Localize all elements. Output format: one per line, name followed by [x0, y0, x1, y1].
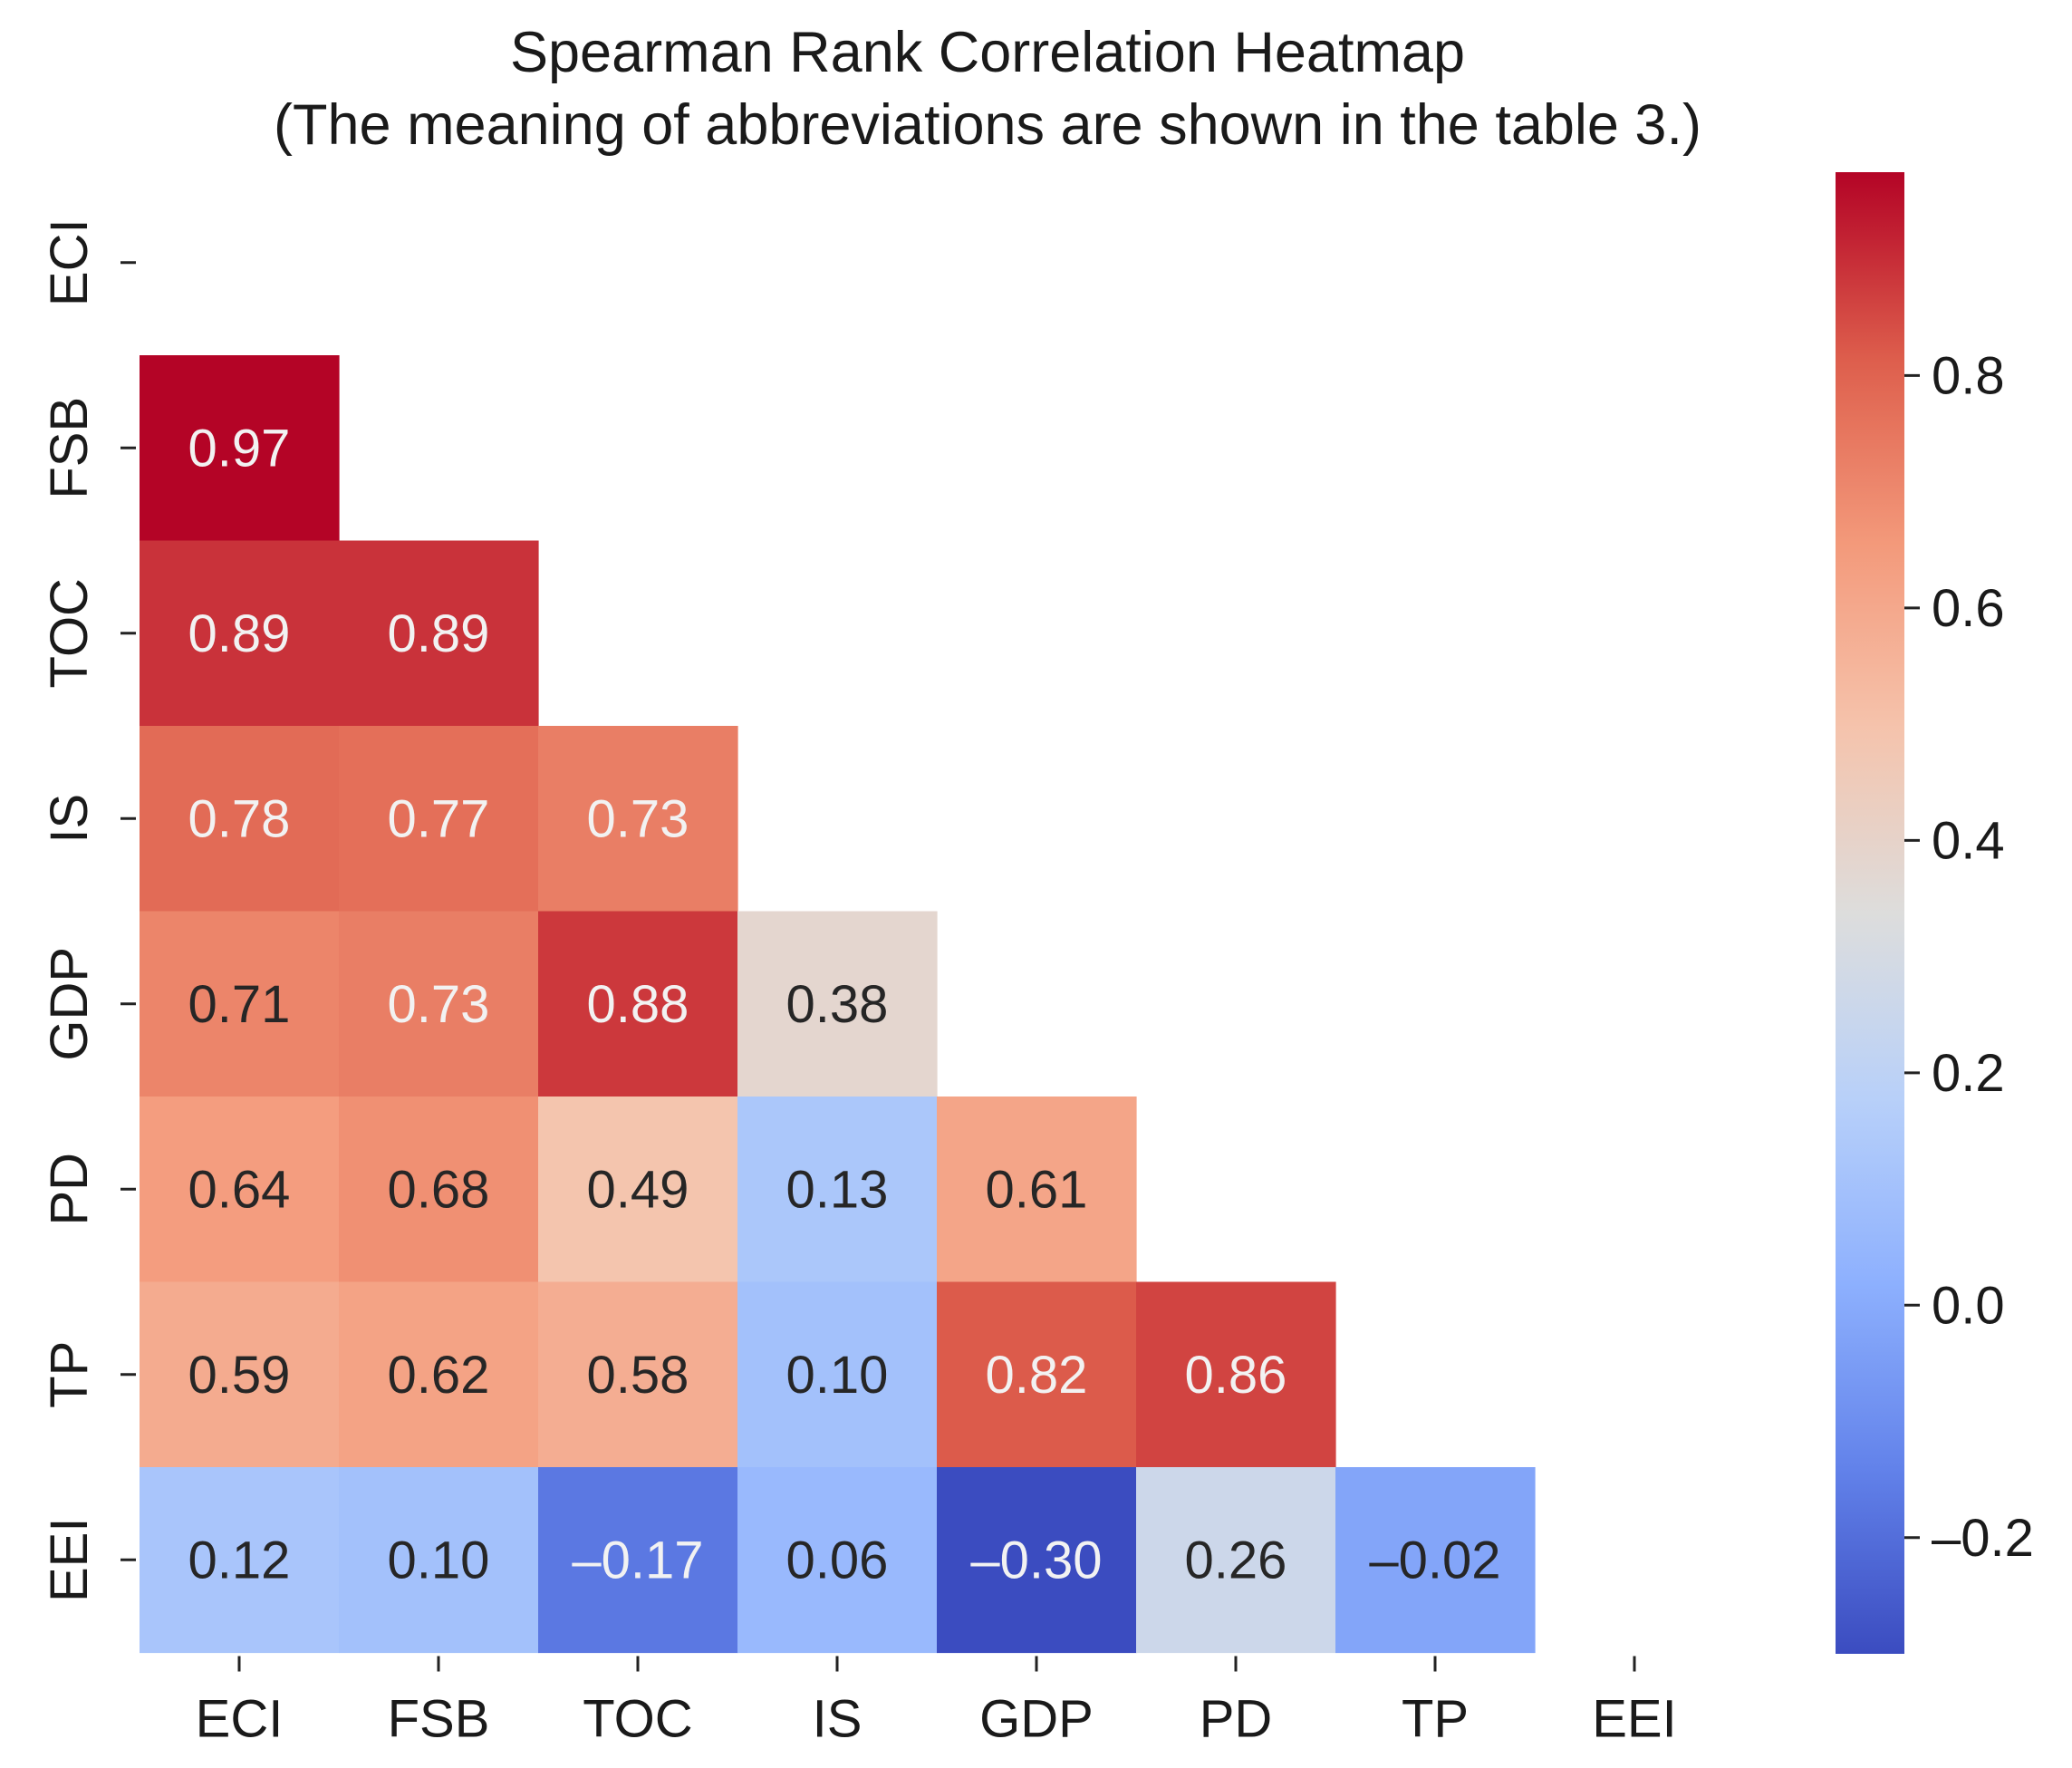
heatmap-cell-gdp-toc	[538, 911, 738, 1097]
x-tick-label-eci: ECI	[196, 1690, 284, 1749]
y-tick-label-pd: PD	[40, 1153, 99, 1226]
colorbar-tick-label: 0.4	[1932, 811, 2005, 870]
x-tick-label-toc: TOC	[583, 1690, 692, 1749]
cell-label-tp-toc: 0.58	[587, 1346, 689, 1405]
cell-label-is-toc: 0.73	[587, 789, 689, 848]
y-tick-label-fsb: FSB	[40, 397, 99, 499]
heatmap-cell-eei-tp	[1335, 1467, 1536, 1654]
cell-label-tp-eci: 0.59	[188, 1346, 291, 1405]
colorbar-tick-label: 0.0	[1932, 1276, 2005, 1335]
colorbar-tick-label: 0.8	[1932, 346, 2005, 405]
colorbar-tick-label: 0.2	[1932, 1044, 2005, 1103]
colorbar-tick-label: –0.2	[1932, 1509, 2034, 1568]
cell-label-is-fsb: 0.77	[388, 789, 490, 848]
cell-label-gdp-is: 0.38	[786, 975, 889, 1034]
heatmap-cell-toc-eci	[140, 540, 340, 727]
colorbar-tick-label: 0.6	[1932, 579, 2005, 638]
cell-label-pd-eci: 0.64	[188, 1160, 291, 1219]
x-tick-label-gdp: GDP	[979, 1690, 1094, 1749]
cell-label-fsb-eci: 0.97	[188, 419, 291, 478]
cell-label-eei-toc: –0.17	[572, 1531, 703, 1589]
heatmap-cell-pd-toc	[538, 1097, 738, 1283]
heatmap-cell-tp-is	[737, 1281, 938, 1468]
cell-label-eei-eci: 0.12	[188, 1531, 291, 1589]
heatmap-cell-tp-fsb	[339, 1281, 539, 1468]
heatmap-cell-toc-fsb	[339, 540, 539, 727]
cell-label-eei-fsb: 0.10	[388, 1531, 490, 1589]
x-tick-label-eei: EEI	[1592, 1690, 1677, 1749]
cell-label-toc-fsb: 0.89	[388, 604, 490, 663]
heatmap-cell-gdp-eci	[140, 911, 340, 1097]
heatmap-cell-eei-fsb	[339, 1467, 539, 1654]
heatmap-cell-gdp-is	[737, 911, 938, 1097]
chart-subtitle: (The meaning of abbreviations are shown …	[274, 93, 1701, 157]
heatmap-cell-is-fsb	[339, 726, 539, 913]
heatmap-cell-eei-gdp	[937, 1467, 1137, 1654]
cell-label-pd-fsb: 0.68	[388, 1160, 490, 1219]
colorbar: 0.8 0.6 0.4 0.2 0.0 –0.2	[1836, 172, 2034, 1654]
x-tick-label-tp: TP	[1402, 1690, 1469, 1749]
cell-label-pd-gdp: 0.61	[986, 1160, 1088, 1219]
y-tick-label-tp: TP	[40, 1341, 99, 1408]
x-tick-label-pd: PD	[1200, 1690, 1273, 1749]
y-tick-label-is: IS	[40, 794, 99, 844]
chart-title: Spearman Rank Correlation Heatmap	[509, 21, 1466, 84]
cell-label-tp-pd: 0.86	[1185, 1346, 1287, 1405]
cell-label-eei-gdp: –0.30	[970, 1531, 1102, 1589]
cell-label-toc-eci: 0.89	[188, 604, 291, 663]
y-tick-label-gdp: GDP	[40, 947, 99, 1061]
cell-label-pd-is: 0.13	[786, 1160, 889, 1219]
heatmap-cell-is-toc	[538, 726, 738, 913]
y-axis: ECI FSB TOC IS GDP PD TP EEI	[40, 218, 136, 1602]
cell-label-gdp-fsb: 0.73	[388, 975, 490, 1034]
heatmap-cells	[140, 355, 1536, 1654]
heatmap-cell-eei-is	[737, 1467, 938, 1654]
heatmap-cell-tp-gdp	[937, 1281, 1137, 1468]
heatmap-cell-tp-eci	[140, 1281, 340, 1468]
cell-label-eei-pd: 0.26	[1185, 1531, 1287, 1589]
cell-label-eei-tp: –0.02	[1369, 1531, 1500, 1589]
heatmap-cell-pd-gdp	[937, 1097, 1137, 1283]
heatmap-cell-tp-toc	[538, 1281, 738, 1468]
cell-label-tp-gdp: 0.82	[986, 1346, 1088, 1405]
y-tick-label-eci: ECI	[40, 218, 99, 306]
cell-label-tp-fsb: 0.62	[388, 1346, 490, 1405]
heatmap-cell-fsb-eci	[140, 355, 340, 542]
chart-title-block: Spearman Rank Correlation Heatmap (The m…	[0, 16, 1975, 161]
heatmap-cell-pd-eci	[140, 1097, 340, 1283]
x-tick-label-is: IS	[813, 1690, 863, 1749]
cell-label-eei-is: 0.06	[786, 1531, 889, 1589]
x-tick-label-fsb: FSB	[388, 1690, 490, 1749]
cell-label-tp-is: 0.10	[786, 1346, 889, 1405]
x-axis: ECI FSB TOC IS GDP PD TP EEI	[196, 1656, 1677, 1749]
heatmap-cell-pd-is	[737, 1097, 938, 1283]
heatmap-cell-pd-fsb	[339, 1097, 539, 1283]
heatmap-cell-gdp-fsb	[339, 911, 539, 1097]
heatmap-cell-eei-pd	[1136, 1467, 1336, 1654]
cell-label-is-eci: 0.78	[188, 789, 291, 848]
y-tick-label-eei: EEI	[40, 1518, 99, 1603]
heatmap-cell-eei-eci	[140, 1467, 340, 1654]
cell-label-pd-toc: 0.49	[587, 1160, 689, 1219]
colorbar-gradient	[1836, 172, 1904, 1654]
cell-label-gdp-eci: 0.71	[188, 975, 291, 1034]
heatmap-cell-tp-pd	[1136, 1281, 1336, 1468]
heatmap-cell-labels: 0.97 0.89 0.89 0.78 0.77 0.73 0.71 0.73 0.88 0.38…	[188, 419, 1501, 1589]
heatmap-cell-eei-toc	[538, 1467, 738, 1654]
heatmap-cell-is-eci	[140, 726, 340, 913]
y-tick-label-toc: TOC	[40, 578, 99, 688]
cell-label-gdp-toc: 0.88	[587, 975, 689, 1034]
